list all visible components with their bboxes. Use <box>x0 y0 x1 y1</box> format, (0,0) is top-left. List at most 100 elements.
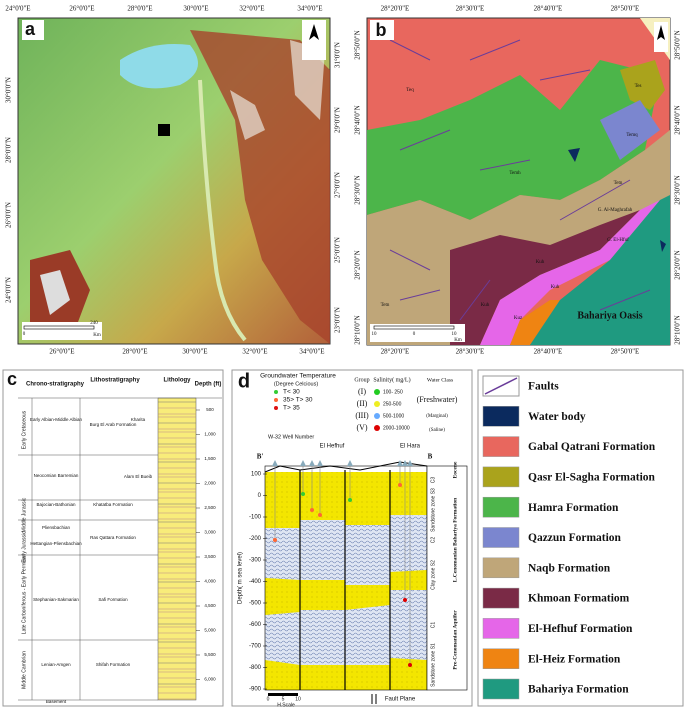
well-note: W-32 Well Number <box>268 434 314 440</box>
legend-swatch <box>482 527 520 548</box>
column-header: Chrono-stratigraphy <box>26 382 85 388</box>
lake <box>120 44 198 89</box>
legend <box>477 369 684 707</box>
map-label: Tetn <box>381 303 390 308</box>
depth-label: 500 <box>206 407 214 412</box>
panel-b <box>366 17 671 346</box>
temp-marker <box>274 390 278 394</box>
well-head <box>397 460 403 466</box>
panel-letter: c <box>7 369 17 389</box>
lat-label: 28°40'0"N <box>354 105 362 134</box>
legend-swatch <box>482 466 520 488</box>
lat-label: 28°20'0"N <box>674 250 682 279</box>
legend-label: Water body <box>528 411 586 423</box>
fault <box>469 39 521 61</box>
depth-label: 2,000 <box>204 481 216 486</box>
lat-label: 24°0'0"N <box>5 277 13 303</box>
depth-label: -200 <box>249 536 262 542</box>
map-label: Temh <box>509 171 521 176</box>
h-scale <box>268 693 298 696</box>
period-label: Middle Cambrian <box>21 651 27 689</box>
section-end: B' <box>257 453 264 461</box>
scale-label: 0 <box>413 332 416 337</box>
scale-label: 10 <box>295 696 301 702</box>
legend-header: Salinity( mg/L) <box>373 376 410 383</box>
khmoan <box>450 210 640 345</box>
legend-swatch <box>482 557 520 579</box>
formation-label: Safi Formation <box>98 597 128 602</box>
column-header: Lithostratigraphy <box>90 378 140 384</box>
well-sample <box>408 663 412 667</box>
depth-label: 4,000 <box>204 579 216 584</box>
panel-letter: b <box>376 20 387 40</box>
depth-label: 2,500 <box>204 505 216 510</box>
well-sample <box>403 598 407 602</box>
legend-label: Qazzun Formation <box>528 532 622 544</box>
well-sample <box>398 483 402 487</box>
nile-valley <box>198 79 247 342</box>
depth-label: 100 <box>251 472 262 478</box>
group-label: (I) <box>358 387 366 396</box>
map-label: Kuh <box>481 303 490 308</box>
unit-label: L.Cenomanian Bahariya Formation <box>452 498 458 583</box>
period-label: Late Carboniferous - Early Permian <box>21 556 27 635</box>
map-label: Teq <box>406 88 414 93</box>
label-box <box>370 20 394 40</box>
scale-label: 0 <box>23 332 26 337</box>
age-label: Pliensbachian <box>42 525 71 530</box>
lon-label: 28°20'0"E <box>381 5 410 13</box>
lat-label: 28°0'0"N <box>5 137 13 163</box>
map-label: Tes <box>635 84 642 89</box>
period-label: Early Cretaceous <box>21 410 27 449</box>
temp-marker <box>274 398 278 402</box>
well-sample <box>310 508 314 512</box>
formation-label: Ras Qattara Formation <box>90 535 136 540</box>
depth-label: -300 <box>249 558 262 564</box>
column-header: Depth (ft) <box>195 382 222 388</box>
unit-label: Eocene <box>452 461 458 478</box>
lon-label: 30°0'0"E <box>183 5 208 13</box>
place-label: El Hefhuf <box>320 444 345 450</box>
lat-label: 29°0'0"N <box>334 107 342 133</box>
legend-subtitle: (Degree Celcious) <box>274 381 318 387</box>
fault <box>399 129 451 151</box>
depth-label: 3,500 <box>204 554 216 559</box>
lon-label: 28°50'0"E <box>611 348 640 356</box>
zone-label: Sandstone zone S1 <box>430 643 436 687</box>
formation-label: Alam El Bueib <box>124 474 153 479</box>
axis-label: Depth( m sea level) <box>238 552 244 604</box>
clay-zone <box>265 515 427 585</box>
zone-column <box>426 465 468 691</box>
north-arrow <box>309 24 319 40</box>
legend-swatch <box>482 648 520 669</box>
legend-swatch <box>482 436 520 457</box>
zone-label: C3 <box>430 477 436 484</box>
qazzun <box>600 100 660 160</box>
panel-a <box>17 17 331 345</box>
salinity-label: 100- 250 <box>383 389 403 395</box>
map-label: Bahariya Oasis <box>577 310 642 321</box>
temp-marker <box>274 406 278 410</box>
age-label: Neocomian Barremian <box>34 473 79 478</box>
legend-title: Groundwater Temperature <box>260 373 336 380</box>
lon-label: 26°0'0"E <box>49 348 74 356</box>
hamra <box>367 60 655 220</box>
well-head <box>407 460 413 466</box>
map-label: G. El-Hfuf <box>607 238 629 243</box>
depth-label: 1,500 <box>204 456 216 461</box>
fault <box>399 289 441 301</box>
lon-label: 26°0'0"E <box>69 5 94 13</box>
depth-label: 6,000 <box>204 677 216 682</box>
lon-label: 28°0'0"E <box>127 5 152 13</box>
lat-label: 27°0'0"N <box>334 172 342 198</box>
fault <box>459 279 491 321</box>
group-label: (V) <box>356 423 367 432</box>
legend-label: Naqb Formation <box>528 562 611 574</box>
salinity-marker <box>374 401 380 407</box>
map-label: Kuh <box>536 260 545 265</box>
faults <box>389 39 651 321</box>
well-sample <box>318 513 322 517</box>
scale-label: 240 <box>90 321 98 326</box>
legend-label: Qasr El-Sagha Formation <box>528 472 656 484</box>
